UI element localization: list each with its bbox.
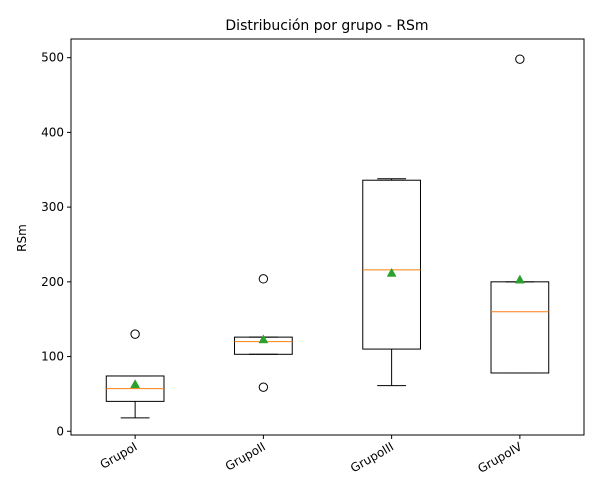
mean-marker: [258, 334, 269, 344]
y-tick-label: 100: [41, 350, 64, 364]
mean-marker: [386, 267, 397, 277]
outlier-point: [258, 382, 269, 392]
y-tick-label: 400: [41, 125, 64, 139]
y-tick-label: 200: [41, 275, 64, 289]
plot-frame: [70, 38, 585, 436]
outlier-point: [258, 274, 269, 284]
y-tick-label: 500: [41, 51, 64, 65]
mean-marker: [130, 379, 141, 389]
iqr-box: [362, 179, 421, 350]
y-axis-label: RSm: [15, 224, 29, 252]
mean-marker: [514, 274, 525, 284]
y-tick-label: 300: [41, 200, 64, 214]
chart-title: Distribución por grupo - RSm: [225, 18, 428, 34]
outlier-point: [515, 54, 525, 64]
y-tick-label: 0: [56, 424, 64, 438]
outlier-point: [130, 329, 140, 339]
